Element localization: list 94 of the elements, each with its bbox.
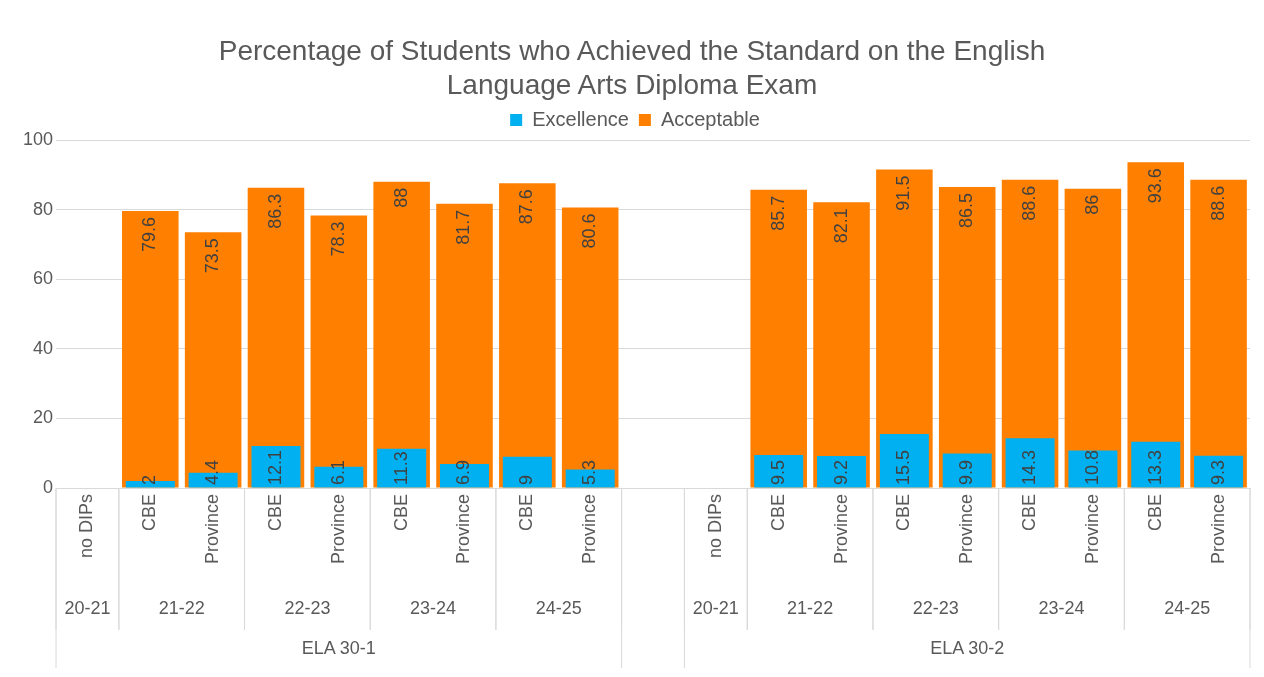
data-label: 93.6 — [1144, 168, 1165, 204]
data-label: 81.7 — [453, 209, 474, 245]
text: 22-23 — [912, 597, 959, 618]
data-label: 86 — [1081, 194, 1102, 215]
data-label: 88 — [390, 187, 411, 208]
x-tick-label: Province — [956, 494, 977, 565]
data-label: 9.9 — [956, 459, 977, 485]
bar — [1068, 450, 1118, 488]
text: 23-24 — [1038, 597, 1085, 618]
x-tick-label: no DIPs — [704, 494, 725, 559]
y-tick-label: 100 — [22, 128, 54, 149]
x-tick-label: Province — [327, 494, 348, 565]
data-label: 14.3 — [1019, 449, 1040, 485]
data-label: 2 — [139, 474, 160, 485]
x-tick-label: Province — [830, 494, 851, 565]
x-tick-label: CBE — [1144, 494, 1165, 532]
bar — [184, 232, 242, 488]
x-tick-label: CBE — [1019, 494, 1040, 532]
bar — [813, 202, 870, 488]
text: 20-21 — [692, 597, 739, 618]
x-tick-label: Province — [202, 494, 223, 565]
text: 21-22 — [158, 597, 205, 618]
x-tick-label: Province — [1081, 494, 1102, 565]
data-label: 5.3 — [579, 459, 600, 485]
data-label: 11.3 — [390, 451, 411, 485]
data-label: 13.3 — [1144, 449, 1165, 485]
bar — [938, 186, 996, 488]
bar — [1005, 438, 1055, 488]
data-label: 85.7 — [767, 195, 788, 231]
y-tick-label: 20 — [33, 407, 54, 428]
data-label: 86.5 — [956, 192, 977, 229]
data-label: 10.8 — [1081, 449, 1102, 485]
x-tick-label: CBE — [139, 494, 160, 532]
data-label: 88.6 — [1019, 185, 1040, 221]
bar — [377, 448, 427, 488]
bar — [502, 456, 552, 488]
text: 23-24 — [410, 597, 457, 618]
x-tick-label: CBE — [767, 494, 788, 532]
data-label: 15.5 — [893, 449, 914, 485]
legend-label: Excellence — [532, 107, 629, 130]
text: 22-23 — [284, 597, 331, 618]
bar — [373, 181, 430, 488]
y-tick-label: 80 — [33, 198, 54, 219]
text: 21-22 — [787, 597, 834, 618]
x-tick-label: CBE — [516, 494, 537, 532]
bar — [561, 207, 619, 488]
text: 20-21 — [64, 597, 111, 618]
bar — [754, 454, 804, 488]
x-tick-label: Province — [1207, 494, 1228, 565]
data-label: 87.6 — [516, 189, 537, 225]
data-label: 79.6 — [139, 216, 160, 253]
y-tick-label: 0 — [43, 476, 54, 497]
legend-label: Acceptable — [660, 107, 760, 130]
text: ELA 30-1 — [301, 637, 376, 658]
x-tick-label: CBE — [893, 494, 914, 532]
bar — [817, 455, 867, 488]
text: 24-25 — [1164, 597, 1211, 618]
bar — [251, 445, 301, 488]
data-label: 6.9 — [453, 459, 474, 485]
bar — [1064, 188, 1122, 488]
data-label: 9 — [516, 474, 537, 485]
x-tick-label: Province — [453, 494, 474, 565]
data-label: 78.3 — [327, 221, 348, 257]
x-tick-label: CBE — [264, 494, 285, 532]
data-label: 86.3 — [264, 193, 285, 229]
text: 24-25 — [535, 597, 582, 618]
data-label: 4.4 — [202, 459, 223, 485]
y-tick-label: 40 — [33, 337, 54, 358]
data-label: 73.5 — [202, 238, 223, 274]
bar — [499, 183, 556, 488]
data-label: 91.5 — [893, 175, 914, 211]
bar — [879, 434, 929, 488]
y-tick-label: 60 — [33, 268, 54, 289]
data-label: 80.6 — [579, 213, 600, 249]
data-label: 12.1 — [264, 449, 285, 485]
bar — [436, 203, 493, 488]
text: ELA 30-2 — [930, 637, 1005, 658]
data-label: 9.3 — [1207, 459, 1228, 485]
data-label: 9.5 — [767, 459, 788, 485]
bar — [122, 210, 179, 488]
chart-title: Percentage of Students who Achieved the Standard on the English Language Arts Diploma Exam — [217, 34, 1047, 102]
data-label: 9.2 — [830, 459, 851, 485]
data-label: 88.6 — [1207, 185, 1228, 221]
bar — [750, 189, 807, 488]
bar — [310, 215, 368, 488]
bar — [1194, 455, 1244, 488]
x-tick-label: no DIPs — [76, 494, 97, 559]
data-label: 82.1 — [830, 208, 851, 244]
bar — [1131, 441, 1181, 488]
bar — [1190, 179, 1247, 488]
x-tick-label: Province — [579, 494, 600, 565]
data-label: 6.1 — [327, 459, 348, 485]
bar — [942, 453, 992, 488]
x-tick-label: CBE — [390, 494, 411, 532]
